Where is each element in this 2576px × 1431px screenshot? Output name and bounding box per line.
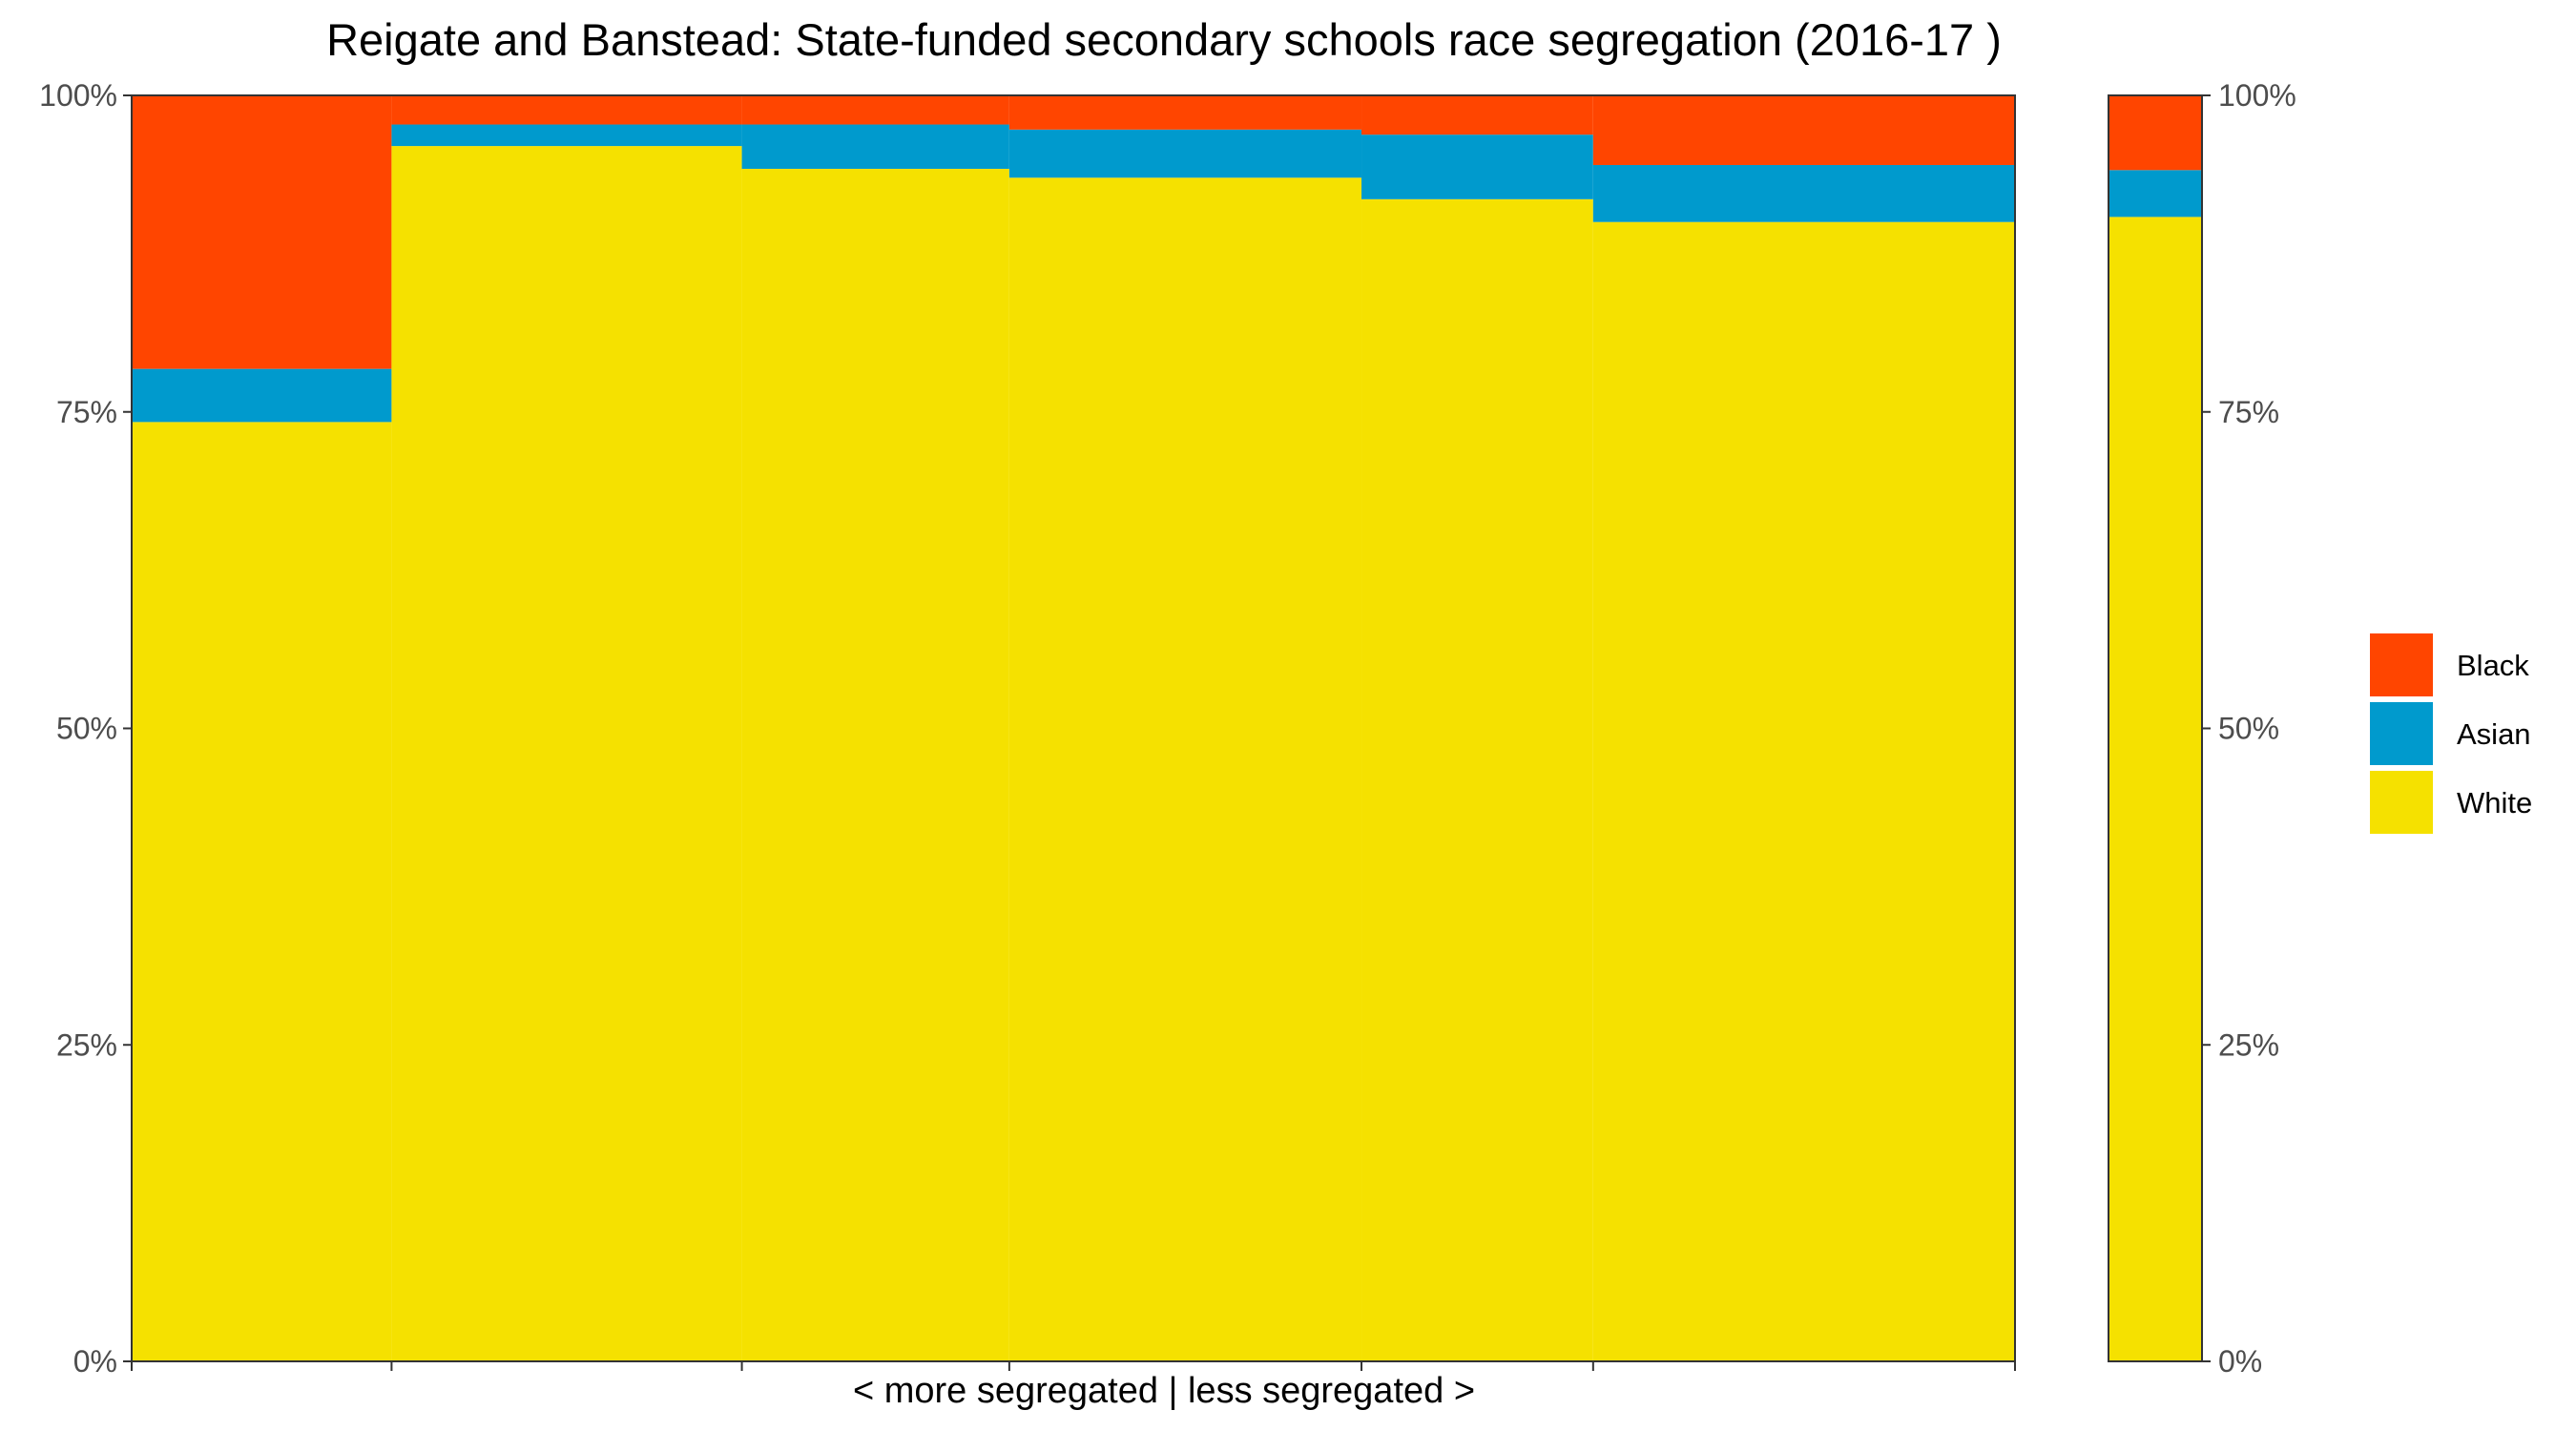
school-2-white-segment <box>391 146 742 1362</box>
school-1-asian-segment <box>132 368 392 423</box>
legend-label-white: White <box>2457 786 2532 819</box>
school-4-black-segment <box>1008 95 1362 130</box>
legend-label-black: Black <box>2457 649 2529 682</box>
school-3-white-segment <box>741 168 1009 1361</box>
school-5-asian-segment <box>1361 135 1593 199</box>
y-tick-label-left: 100% <box>39 78 117 113</box>
overall-white-segment <box>2109 217 2202 1362</box>
y-tick-label-right: 0% <box>2218 1344 2262 1379</box>
school-1-white-segment <box>132 422 392 1362</box>
school-4-asian-segment <box>1008 129 1362 178</box>
school-6-asian-segment <box>1592 164 2015 222</box>
overall-black-segment <box>2109 95 2202 171</box>
school-6-black-segment <box>1592 95 2015 165</box>
school-2-asian-segment <box>391 124 742 147</box>
school-3-black-segment <box>741 95 1009 125</box>
y-tick-label-left: 75% <box>56 395 117 429</box>
y-tick-label-right: 75% <box>2218 395 2279 429</box>
overall-asian-segment <box>2109 170 2202 218</box>
school-5-black-segment <box>1361 95 1593 135</box>
legend-key-white <box>2370 771 2433 834</box>
school-2-black-segment <box>391 95 742 125</box>
y-tick-label-right: 100% <box>2218 78 2296 113</box>
legend-key-asian <box>2370 702 2433 765</box>
y-tick-label-right: 25% <box>2218 1027 2279 1062</box>
school-1-black-segment <box>132 95 392 369</box>
x-axis-title: < more segregated | less segregated > <box>853 1371 1475 1411</box>
y-tick-label-left: 25% <box>56 1027 117 1062</box>
y-tick-label-left: 50% <box>56 712 117 746</box>
chart-title: Reigate and Banstead: State-funded secon… <box>326 14 2002 65</box>
legend-label-asian: Asian <box>2457 717 2531 751</box>
y-tick-label-right: 50% <box>2218 712 2279 746</box>
y-tick-label-left: 0% <box>73 1344 117 1379</box>
school-4-white-segment <box>1008 177 1362 1361</box>
school-5-white-segment <box>1361 198 1593 1362</box>
axes: 0% 0% 25% 25% 50% 50% 75% 75% 100% 100% <box>39 78 2296 1379</box>
school-3-asian-segment <box>741 124 1009 169</box>
legend: Black Asian White <box>2370 633 2532 834</box>
school-6-white-segment <box>1592 221 2015 1362</box>
legend-key-black <box>2370 633 2433 696</box>
bars-layer <box>132 95 2202 1362</box>
